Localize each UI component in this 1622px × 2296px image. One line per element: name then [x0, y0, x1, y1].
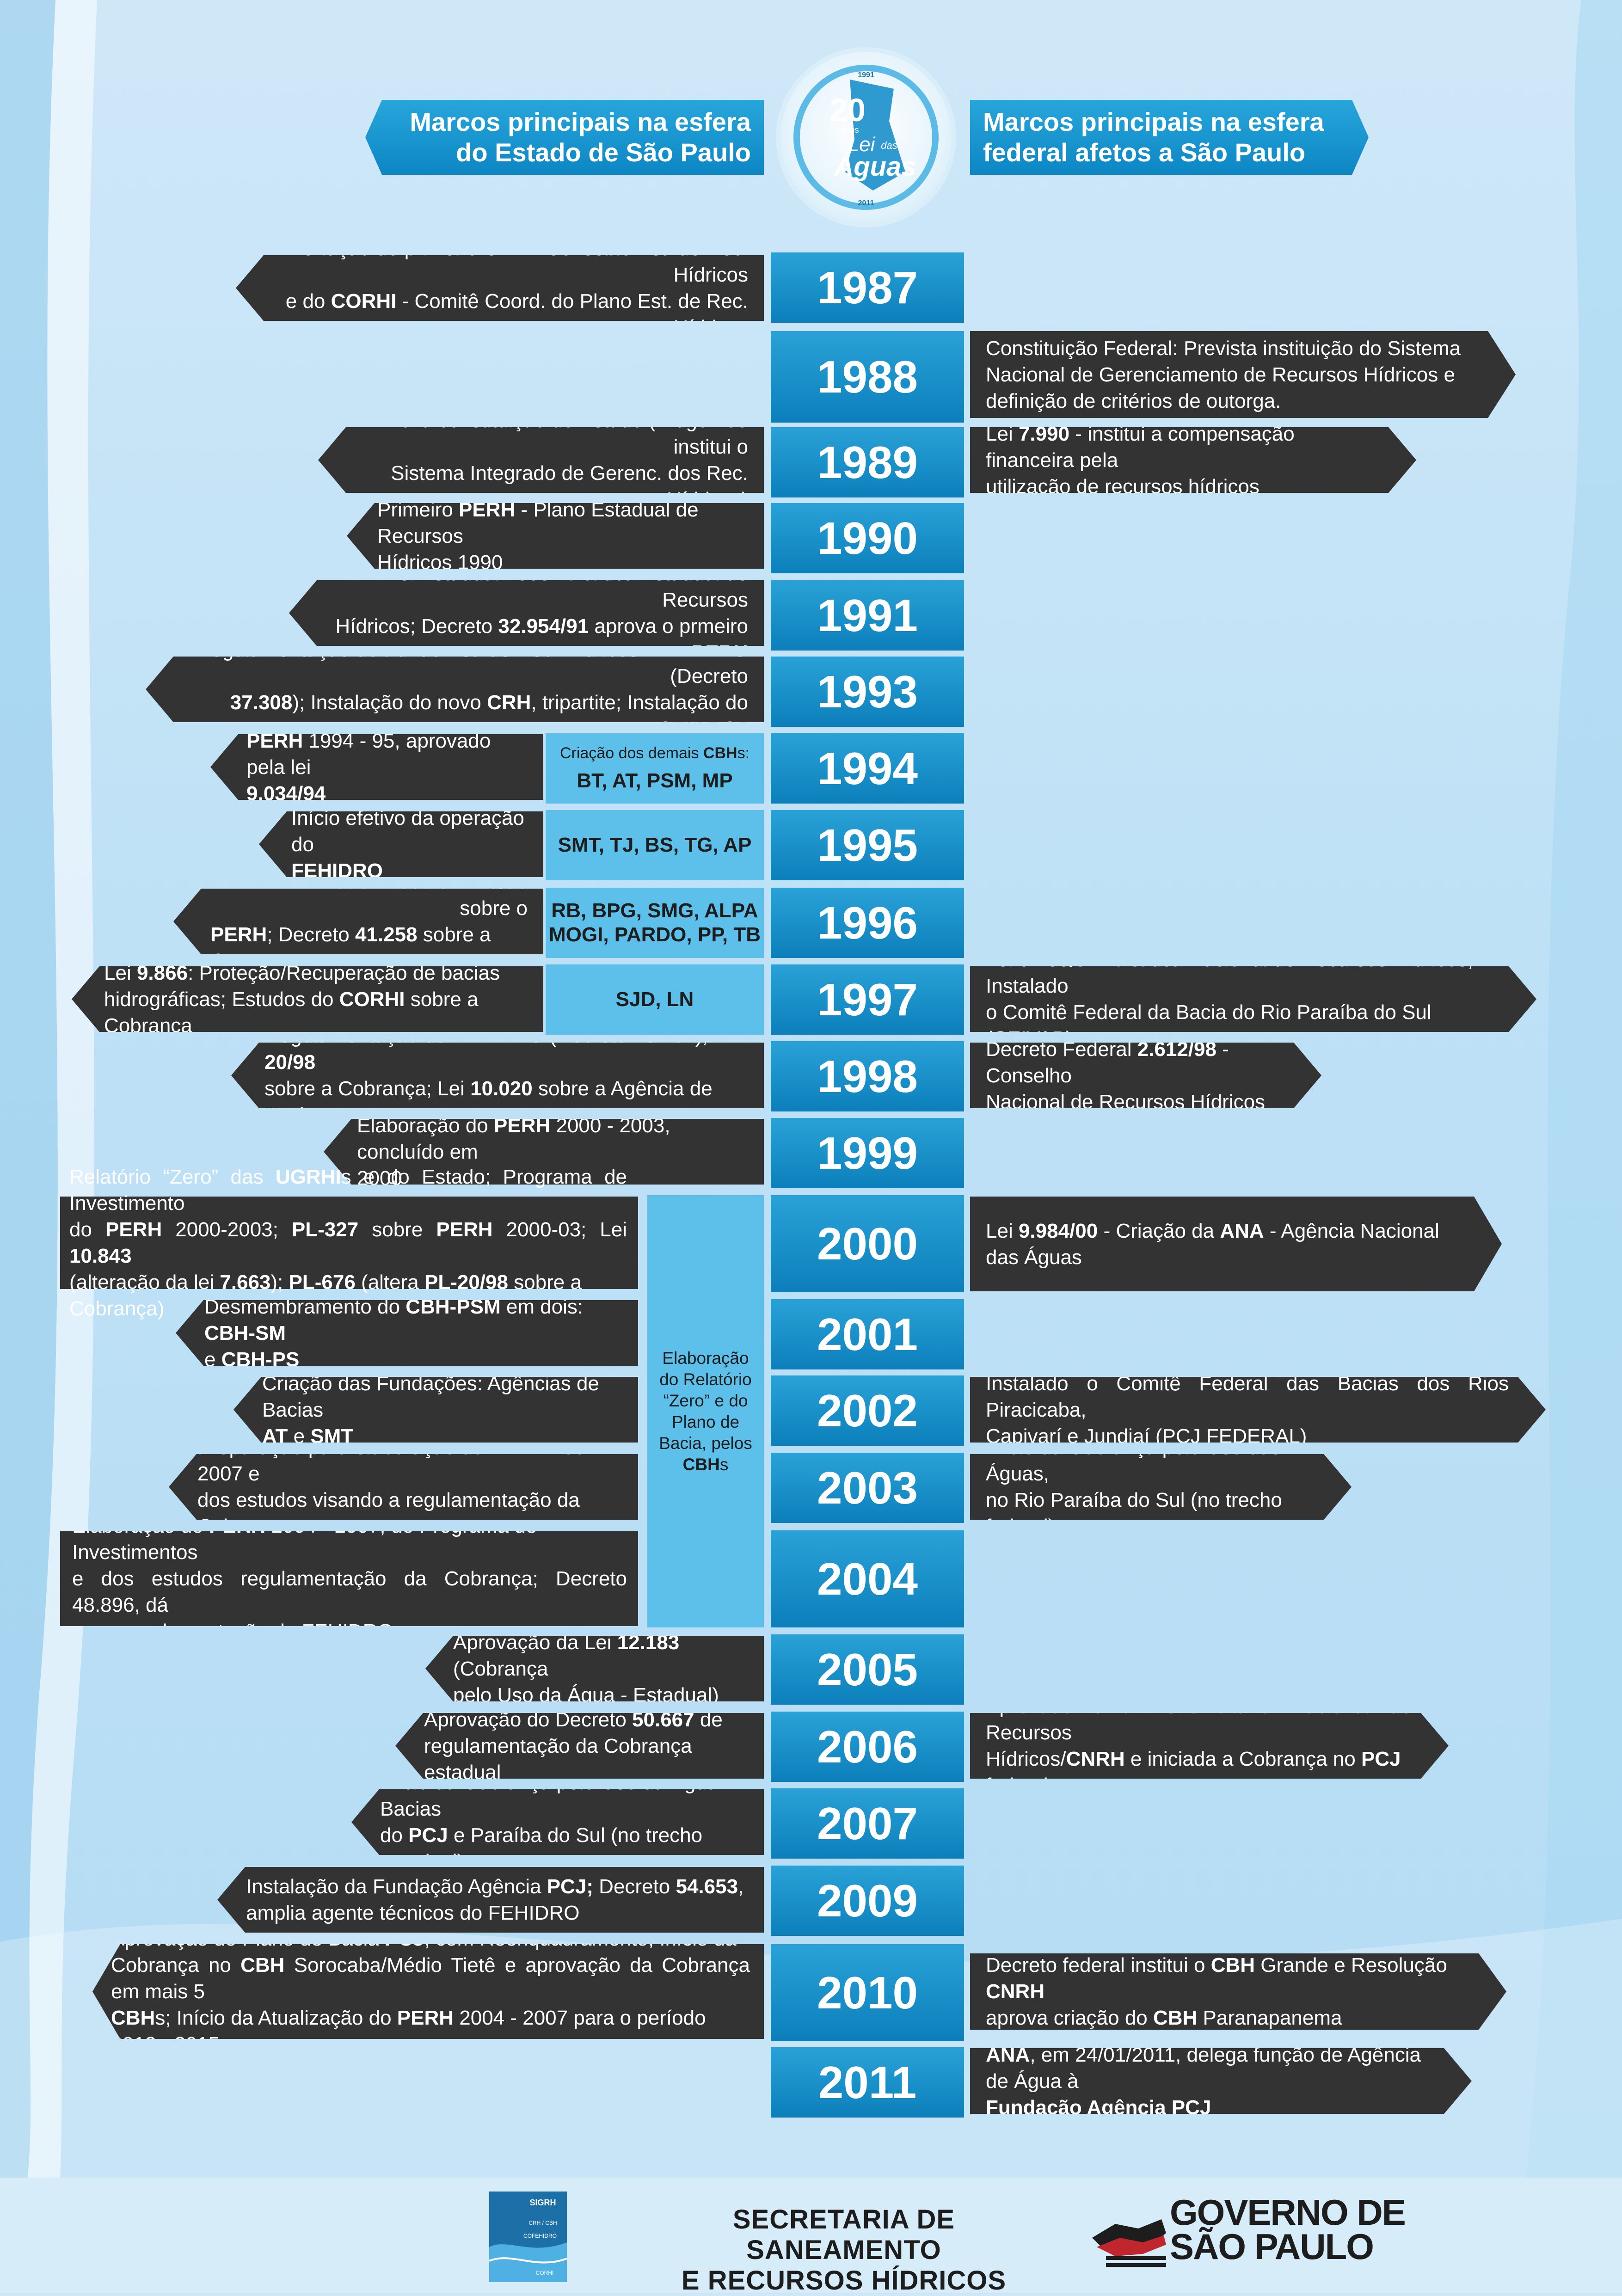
year-2002: 2002 — [771, 1375, 964, 1446]
state-event-1997: Lei 9.866: Proteção/Recuperação de bacia… — [72, 966, 543, 1032]
federal-event-1997: Lei 9.433/97 - Política Nacional de Recu… — [970, 966, 1536, 1032]
state-event-1987: Criação do primeiro CRH - Conselho Est. … — [236, 255, 764, 321]
state-event-1999: Elaboração do PERH 2000 - 2003, concluíd… — [324, 1119, 764, 1185]
year-1999: 1999 — [771, 1118, 964, 1188]
year-1989: 1989 — [771, 427, 964, 497]
year-2004: 2004 — [771, 1530, 964, 1627]
logo-year-bottom: 2011 — [858, 199, 874, 207]
federal-event-2006: Aprovado o Primeiro Plano Nacional de Re… — [970, 1713, 1449, 1779]
state-event-2010: Aprovação do Plano de Bacia PCJ, com Ree… — [92, 1944, 764, 2039]
state-event-1993: Regulamentação do Fundo Est. de Rec. Híd… — [146, 657, 764, 722]
year-2000: 2000 — [771, 1195, 964, 1292]
state-event-1989: Nova constituição do Estado (Artigo 205 … — [318, 427, 764, 493]
sigrh-logo: SIGRH CRH / CBH COFEHIDRO CORHI — [489, 2192, 567, 2282]
cbh-1997: SJD, LN — [546, 964, 764, 1035]
year-1991: 1991 — [771, 580, 964, 651]
federal-event-2010: Decreto federal institui o CBH Grande e … — [970, 1953, 1506, 2030]
header-federal-line2: federal afetos a São Paulo — [983, 138, 1306, 167]
year-1997: 1997 — [771, 964, 964, 1035]
cbh-relatorio-zero: Elaboração do Relatório “Zero” e do Plan… — [647, 1195, 764, 1627]
header-state-line2: do Estado de São Paulo — [456, 138, 751, 167]
header-state: Marcos principais na esfera do Estado de… — [365, 100, 764, 175]
year-2010: 2010 — [771, 1944, 964, 2041]
logo-das: das — [881, 140, 897, 151]
header-state-line1: Marcos principais na esfera — [410, 107, 751, 136]
year-2009: 2009 — [771, 1866, 964, 1936]
sigrh-cofehidro-text: COFEHIDRO — [523, 2233, 557, 2239]
state-event-1994: PERH 1994 - 95, aprovado pela lei 9.034/… — [210, 734, 543, 800]
cbh-1996: RB, BPG, SMG, ALPA MOGI, PARDO, PP, TB — [546, 888, 764, 958]
year-2003: 2003 — [771, 1453, 964, 1523]
federal-event-2000: Lei 9.984/00 - Criação da ANA - Agência … — [970, 1197, 1502, 1291]
year-1995: 1995 — [771, 810, 964, 880]
federal-event-2003: Início da Cobrança pelo Uso das Águas, n… — [970, 1454, 1352, 1520]
year-2007: 2007 — [771, 1788, 964, 1859]
state-event-1998: Regulamentação do FEHIDRO (Decreto 43.20… — [231, 1043, 764, 1108]
cbh-1995: SMT, TJ, BS, TG, AP — [546, 810, 764, 880]
state-event-2004: Elaboração do PERH 2004 - 2007; do Progr… — [60, 1531, 638, 1626]
state-event-2000: Relatório “Zero” das UGRHIs e do Estado;… — [60, 1166, 638, 1320]
year-2006: 2006 — [771, 1712, 964, 1782]
year-1990: 1990 — [771, 503, 964, 573]
federal-event-2002: Instalado o Comitê Federal das Bacias do… — [970, 1377, 1546, 1443]
state-event-1995: Início efetivo da operação do FEHIDRO — [259, 811, 543, 877]
header-federal: Marcos principais na esfera federal afet… — [970, 100, 1369, 175]
logo-lei: Lei — [848, 133, 876, 156]
state-event-1991: Lei Estadual 7663 - Política Estadual de… — [289, 580, 764, 646]
federal-event-1998: Decreto Federal 2.612/98 - Conselho Naci… — [970, 1043, 1321, 1108]
cbh-1994: Criação dos demais CBHs: BT, AT, PSM, MP — [546, 733, 764, 804]
logo-year-top: 1991 — [858, 71, 874, 79]
logo-anos: anos — [841, 125, 859, 135]
federal-event-1988: Constituição Federal: Prevista instituiç… — [970, 331, 1516, 418]
sigrh-text: SIGRH — [529, 2198, 556, 2207]
state-event-2005: Aprovação da Lei 12.183 (Cobrança pelo U… — [425, 1636, 764, 1701]
year-2005: 2005 — [771, 1634, 964, 1705]
year-1998: 1998 — [771, 1041, 964, 1111]
logo-aguas: Águas — [833, 152, 916, 182]
federal-event-2011: ANA, em 24/01/2011, delega função de Agê… — [970, 2048, 1472, 2114]
sigrh-crh-text: CRH / CBH — [528, 2220, 557, 2226]
secretaria-title: SECRETARIA DE SANEAMENTO E RECURSOS HÍDR… — [681, 2204, 1007, 2296]
governo-sp-logo — [1087, 2192, 1365, 2279]
state-event-2006: Aprovação do Decreto 50.667 de regulamen… — [395, 1713, 764, 1779]
footer — [0, 2178, 1622, 2293]
state-event-2002: Criação das Fundações: Agências de Bacia… — [233, 1377, 638, 1443]
year-1987: 1987 — [771, 252, 964, 323]
governo-sp-text: GOVERNO DE SÃO PAULO — [1170, 2192, 1406, 2267]
year-1996: 1996 — [771, 888, 964, 958]
federal-event-1989: Lei 7.990 - institui a compensação finan… — [970, 427, 1416, 493]
state-event-2007: Início da Cobrança pelo Uso da Água: Bac… — [351, 1789, 764, 1855]
lei-das-aguas-logo: 1991 20 anos Lei das Águas 2011 — [780, 52, 952, 223]
state-event-2003: Preparação para elaboração do PERH 2004 … — [169, 1454, 638, 1520]
state-event-2009: Instalação da Fundação Agência PCJ; Decr… — [217, 1867, 764, 1933]
state-event-1996: PERH 1996 - 1999 e PL-5/96 sobre o PERH;… — [173, 889, 543, 954]
year-1993: 1993 — [771, 657, 964, 727]
state-event-1990: Primeiro PERH - Plano Estadual de Recurs… — [347, 503, 764, 569]
year-1988: 1988 — [771, 331, 964, 423]
state-event-2001: Desmembramento do CBH-PSM em dois: CBH-S… — [176, 1300, 638, 1366]
year-1994: 1994 — [771, 733, 964, 804]
year-2001: 2001 — [771, 1299, 964, 1369]
header-federal-line1: Marcos principais na esfera — [983, 107, 1324, 136]
year-2011: 2011 — [771, 2047, 964, 2118]
logo-number: 20 — [829, 92, 866, 128]
sigrh-corhi-text: CORHI — [536, 2270, 554, 2276]
